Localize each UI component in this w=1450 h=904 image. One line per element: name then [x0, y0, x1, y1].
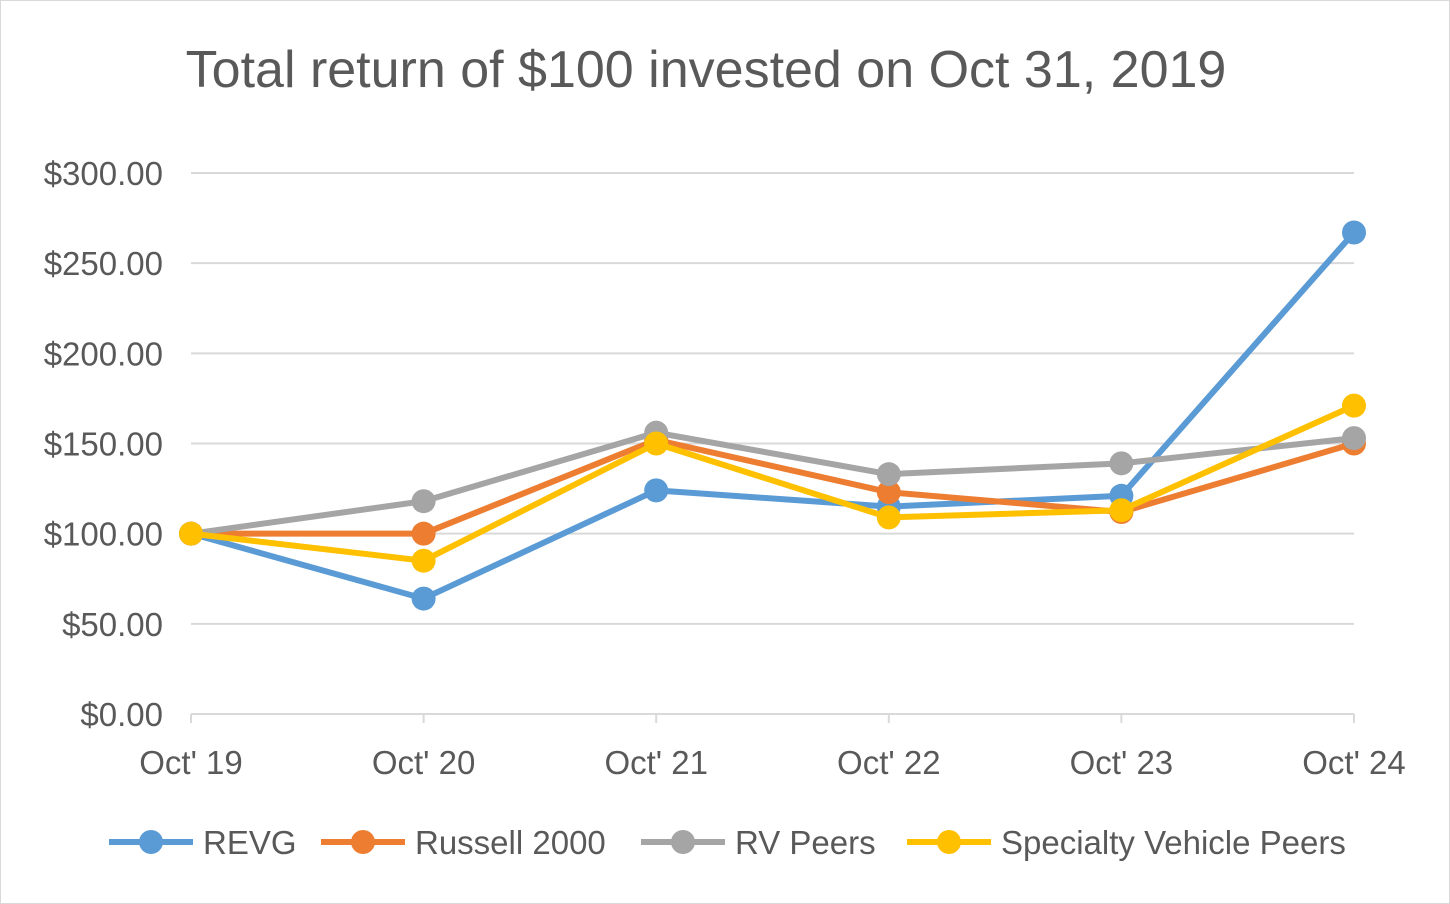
- data-point-rv-peers: [411, 489, 436, 514]
- legend-item-russell-2000: Russell 2000: [321, 824, 606, 861]
- data-point-specialty-vehicle-peers: [644, 431, 669, 456]
- legend-marker: [139, 830, 163, 854]
- x-tick-label: Oct' 19: [139, 744, 243, 781]
- x-tick-label: Oct' 20: [372, 744, 476, 781]
- y-tick-label: $0.00: [80, 696, 163, 733]
- data-point-specialty-vehicle-peers: [1109, 498, 1134, 523]
- legend-marker: [351, 830, 375, 854]
- legend-label: Specialty Vehicle Peers: [1001, 824, 1346, 861]
- x-tick-label: Oct' 23: [1070, 744, 1174, 781]
- legend-marker: [937, 830, 961, 854]
- data-point-revg: [644, 478, 669, 503]
- x-tick-label: Oct' 21: [604, 744, 708, 781]
- data-point-revg: [411, 586, 436, 611]
- y-tick-label: $250.00: [44, 245, 163, 282]
- legend-marker: [671, 830, 695, 854]
- legend-item-specialty-vehicle-peers: Specialty Vehicle Peers: [907, 824, 1346, 861]
- legend-item-revg: REVG: [109, 824, 297, 861]
- y-tick-label: $100.00: [44, 516, 163, 553]
- data-point-russell-2000: [876, 480, 901, 505]
- y-tick-label: $50.00: [62, 606, 163, 643]
- legend-item-rv-peers: RV Peers: [641, 824, 876, 861]
- legend-label: Russell 2000: [415, 824, 606, 861]
- y-tick-label: $200.00: [44, 335, 163, 372]
- y-tick-label: $150.00: [44, 426, 163, 463]
- series-lines: [179, 220, 1366, 611]
- y-axis-tick-labels: $0.00 $50.00 $100.00 $150.00 $200.00 $250.00 $…: [44, 155, 163, 733]
- series-specialty-vehicle-peers: [179, 393, 1366, 573]
- legend-label: RV Peers: [735, 824, 876, 861]
- series-line-rv-peers: [188, 429, 1357, 537]
- data-point-specialty-vehicle-peers: [876, 505, 901, 530]
- series-russell-2000: [179, 427, 1366, 546]
- data-point-specialty-vehicle-peers: [1342, 393, 1366, 418]
- x-tick-label: Oct' 24: [1302, 744, 1406, 781]
- x-tick-label: Oct' 22: [837, 744, 941, 781]
- series-line-specialty-vehicle-peers: [188, 402, 1357, 564]
- chart-title: Total return of $100 invested on Oct 31,…: [186, 41, 1227, 99]
- data-point-rv-peers: [876, 462, 901, 487]
- data-point-rv-peers: [1342, 426, 1366, 451]
- series-line-russell-2000: [188, 436, 1357, 537]
- data-point-specialty-vehicle-peers: [411, 548, 436, 573]
- legend: REVG Russell 2000 RV Peers Specialty Vehicl…: [109, 824, 1346, 861]
- data-point-rv-peers: [1109, 451, 1134, 476]
- y-tick-label: $300.00: [44, 155, 163, 192]
- series-line-revg: [188, 229, 1357, 602]
- x-axis: [190, 713, 1355, 723]
- x-axis-tick-labels: Oct' 19 Oct' 20 Oct' 21 Oct' 22 Oct' 23 Oct' …: [139, 744, 1406, 781]
- data-point-specialty-vehicle-peers: [179, 521, 203, 546]
- legend-label: REVG: [203, 824, 297, 861]
- data-point-russell-2000: [411, 521, 436, 546]
- data-point-revg: [1342, 220, 1366, 245]
